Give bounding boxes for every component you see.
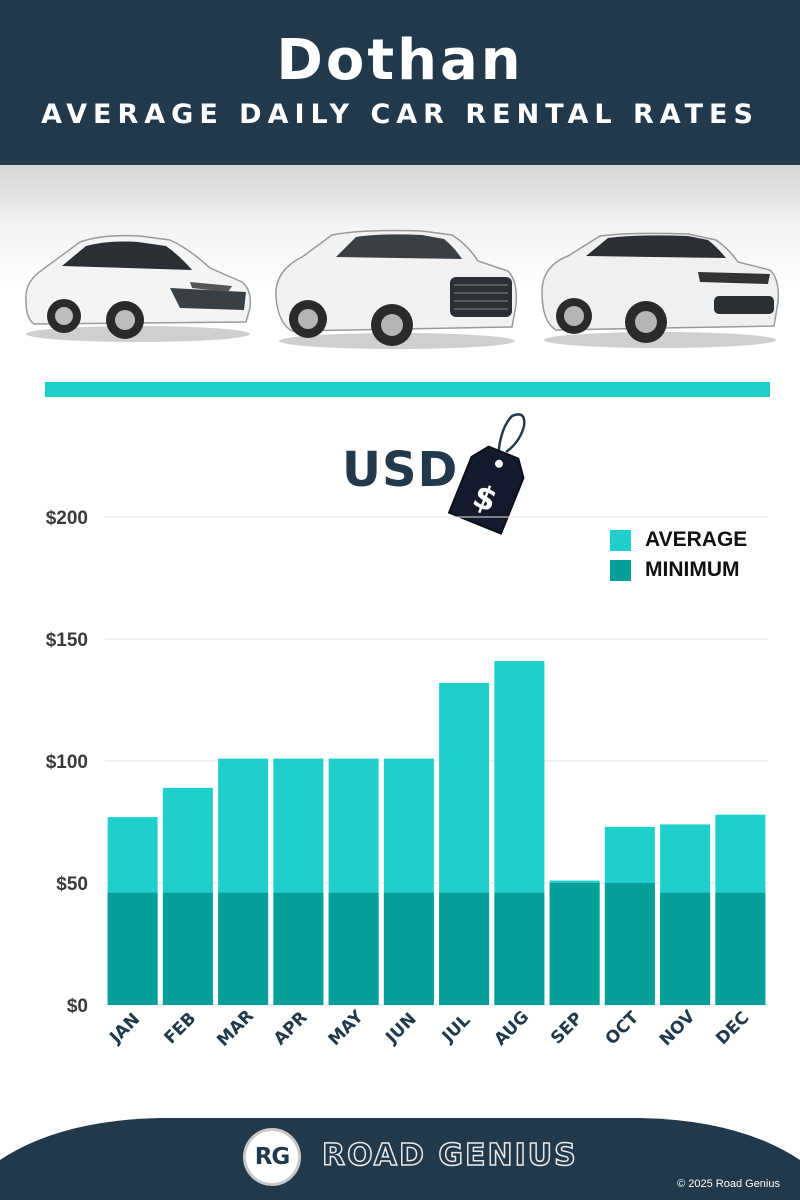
bar-minimum-may xyxy=(328,892,379,1005)
bar-minimum-dec xyxy=(715,892,766,1005)
hatchback-car-image xyxy=(25,234,252,342)
brand-name: ROAD GENIUS xyxy=(321,1137,578,1174)
legend-minimum-swatch xyxy=(610,559,631,581)
price-tag-icon: $ xyxy=(447,413,526,535)
car-images-strip xyxy=(0,165,800,370)
legend-minimum: MINIMUM xyxy=(610,558,739,582)
bar-minimum-jul xyxy=(439,892,490,1005)
road-genius-logo: RG xyxy=(243,1128,301,1186)
rental-rates-chart: $0 $50 $100 $150 $200 JAN FEB MAR APR MAY JUN JUL A… xyxy=(46,508,768,1051)
teal-divider xyxy=(45,382,770,397)
header-banner: Dothan AVERAGE DAILY CAR RENTAL RATES xyxy=(0,0,800,165)
legend-average: AVERAGE xyxy=(610,528,747,552)
currency-label: USD xyxy=(342,442,459,498)
x-tick-label: AUG xyxy=(490,1007,533,1050)
x-tick-label: FEB xyxy=(160,1009,200,1049)
legend-average-label: AVERAGE xyxy=(645,528,748,551)
x-tick-label: DEC xyxy=(712,1008,753,1049)
y-tick-label: $0 xyxy=(67,996,88,1017)
x-tick-label: APR xyxy=(270,1008,312,1050)
footer-banner xyxy=(0,1118,800,1200)
y-tick-label: $200 xyxy=(46,508,88,529)
bar-minimum-feb xyxy=(162,892,213,1005)
x-tick-label: NOV xyxy=(656,1006,700,1050)
suv-car-image xyxy=(275,229,518,349)
y-tick-label: $50 xyxy=(56,874,88,895)
legend-average-swatch xyxy=(610,529,631,551)
x-tick-label: MAY xyxy=(325,1006,368,1049)
x-tick-label: JAN xyxy=(105,1009,144,1048)
x-tick-label: OCT xyxy=(602,1007,644,1049)
range-rover-car-image xyxy=(541,232,780,348)
x-tick-label: JUN xyxy=(381,1009,420,1048)
bar-minimum-sep xyxy=(549,883,600,1005)
x-tick-label: JUL xyxy=(438,1010,475,1047)
y-tick-label: $100 xyxy=(46,752,88,773)
bar-minimum-jun xyxy=(383,892,434,1005)
bar-minimum-nov xyxy=(660,892,711,1005)
page-subtitle: AVERAGE DAILY CAR RENTAL RATES xyxy=(41,99,759,130)
bar-minimum-jan xyxy=(107,892,158,1005)
x-tick-label: SEP xyxy=(547,1009,587,1049)
copyright-text: © 2025 Road Genius xyxy=(677,1178,780,1190)
bar-minimum-mar xyxy=(218,892,269,1005)
x-tick-label: MAR xyxy=(213,1006,258,1051)
page-title: Dothan xyxy=(276,28,524,93)
bar-minimum-apr xyxy=(273,892,324,1005)
bar-minimum-oct xyxy=(604,883,655,1005)
bar-minimum-aug xyxy=(494,892,545,1005)
y-tick-label: $150 xyxy=(46,630,88,651)
legend-minimum-label: MINIMUM xyxy=(645,558,740,581)
